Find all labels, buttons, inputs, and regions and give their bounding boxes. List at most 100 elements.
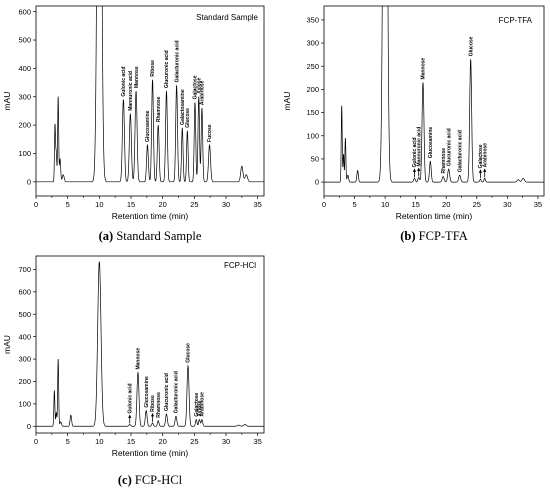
peak-label: Mannose [421,58,427,80]
x-tick-label: 15 [127,437,135,446]
x-tick-label: 35 [253,437,261,446]
x-axis-title: Retention time (min) [396,211,473,221]
peak-label: Xylose [197,400,203,416]
chromatogram-trace [324,6,544,183]
chart-panel-2: 0 5 10 15 20 25 30 35050100150200250300350Reten… [282,5,545,243]
panel-title: FCP-TFA [499,16,533,25]
y-tick-label: 200 [18,377,31,386]
x-axis-title: Retention time (min) [112,448,189,458]
peak-label: Gulonic acid [412,137,418,167]
x-tick-label: 20 [158,437,166,446]
y-tick-label: 100 [306,131,319,140]
y-axis-title: mAU [2,92,12,111]
peak-label: Arabinose [482,143,488,168]
y-tick-label: 300 [18,92,31,101]
peak-label: Galactose [194,392,200,416]
peak-arrow-head [412,168,417,172]
y-tick-label: 700 [18,265,31,274]
peak-label: Galactose [193,75,199,99]
peak-label: Galacturonic acid [174,40,180,82]
x-tick-label: 20 [158,200,166,209]
peak-label: Glucuronic acid [164,373,170,411]
y-tick-label: 0 [315,178,319,187]
chart-panel-3: 0 5 10 15 20 25 30 35 0 100 200 300 400 500 600 700 Rete… [2,255,265,487]
peak-label: Gulonic acid [127,383,133,413]
y-axis-title: mAU [2,335,12,354]
x-tick-label: 10 [381,200,389,209]
x-tick-label: 5 [66,200,70,209]
x-tick-label: 30 [222,200,230,209]
x-tick-label: 25 [473,200,481,209]
peak-label: Mannose [136,348,142,370]
peak-label: Glucuronic acid [446,128,452,166]
plot-frame [35,255,265,434]
y-tick-label: 400 [18,64,31,73]
chromatogram-trace [36,6,264,183]
x-tick-label: 10 [95,437,103,446]
x-tick-label: 35 [253,200,261,209]
x-tick-label: 25 [190,200,198,209]
peak-arrow-head [128,414,132,418]
peak-label: Xylose [196,77,202,93]
panel-title: Standard Sample [196,13,258,22]
peak-label: Glucose [185,108,191,128]
peak-label: Mannuronic acid [416,127,422,167]
peak-arrow-head [483,168,487,172]
chart-panel-1: 0 5 10 15 20 25 30 35 0 100 200 300 400 500 600 Retenti… [2,5,265,243]
x-tick-label: 15 [411,200,419,209]
peak-label: Gulonic acid [121,67,127,97]
x-tick-label: 0 [34,200,38,209]
y-axis-title: mAU [282,92,292,111]
peak-label: Glucose [468,36,474,56]
peak-label: Ribose [150,395,156,412]
x-tick-label: 0 [34,437,38,446]
peak-label: Galactosamine [180,89,186,125]
y-tick-label: 0 [27,422,31,431]
peak-label: Glucosamine [145,110,151,142]
panel-title: FCP-HCl [224,261,256,270]
peak-label: Rhamnose [156,392,162,418]
peak-label: Glucosamine [144,376,150,408]
peak-label: Rhamnose [156,96,162,122]
y-tick-label: 100 [18,149,31,158]
y-tick-label: 300 [306,39,319,48]
peak-label: Fucose [207,124,213,142]
y-tick-label: 150 [306,108,319,117]
peak-label: Ribose [150,60,156,77]
x-tick-label: 5 [66,437,70,446]
y-tick-label: 500 [18,36,31,45]
peak-label: Galacturonic acid [174,371,180,413]
x-tick-label: 25 [190,437,198,446]
peak-label: Arabinose [200,392,206,417]
x-tick-label: 35 [534,200,542,209]
y-tick-label: 300 [18,355,31,364]
y-tick-label: 400 [18,332,31,341]
y-tick-label: 600 [18,7,31,16]
peak-label: Glucosamine [428,127,434,159]
y-tick-label: 500 [18,310,31,319]
y-tick-label: 200 [306,85,319,94]
plot-frame [35,5,265,197]
peak-arrow-head [150,412,155,417]
y-tick-label: 250 [306,62,319,71]
x-tick-label: 0 [322,200,326,209]
peak-label: Glucuronic acid [164,50,170,88]
x-tick-label: 30 [222,437,230,446]
x-tick-label: 10 [95,200,103,209]
peak-label: Rhamnose [441,148,447,174]
chromatogram-trace [36,261,264,427]
y-tick-label: 200 [18,121,31,130]
panel-caption: (c) FCP-HCl [118,473,183,487]
peak-label: Arabinose [200,80,206,105]
peak-label: Galactose [478,144,484,168]
y-tick-label: 100 [18,399,31,408]
panel-caption: (b) FCP-TFA [400,229,468,243]
plot-frame [323,5,545,197]
peak-label: Mannuronic acid [128,71,134,111]
peak-label: Galacturonic acid [457,130,463,172]
x-tick-label: 20 [442,200,450,209]
y-tick-label: 600 [18,287,31,296]
x-axis-title: Retention time (min) [112,211,189,221]
peak-label: Glucose [186,343,192,363]
